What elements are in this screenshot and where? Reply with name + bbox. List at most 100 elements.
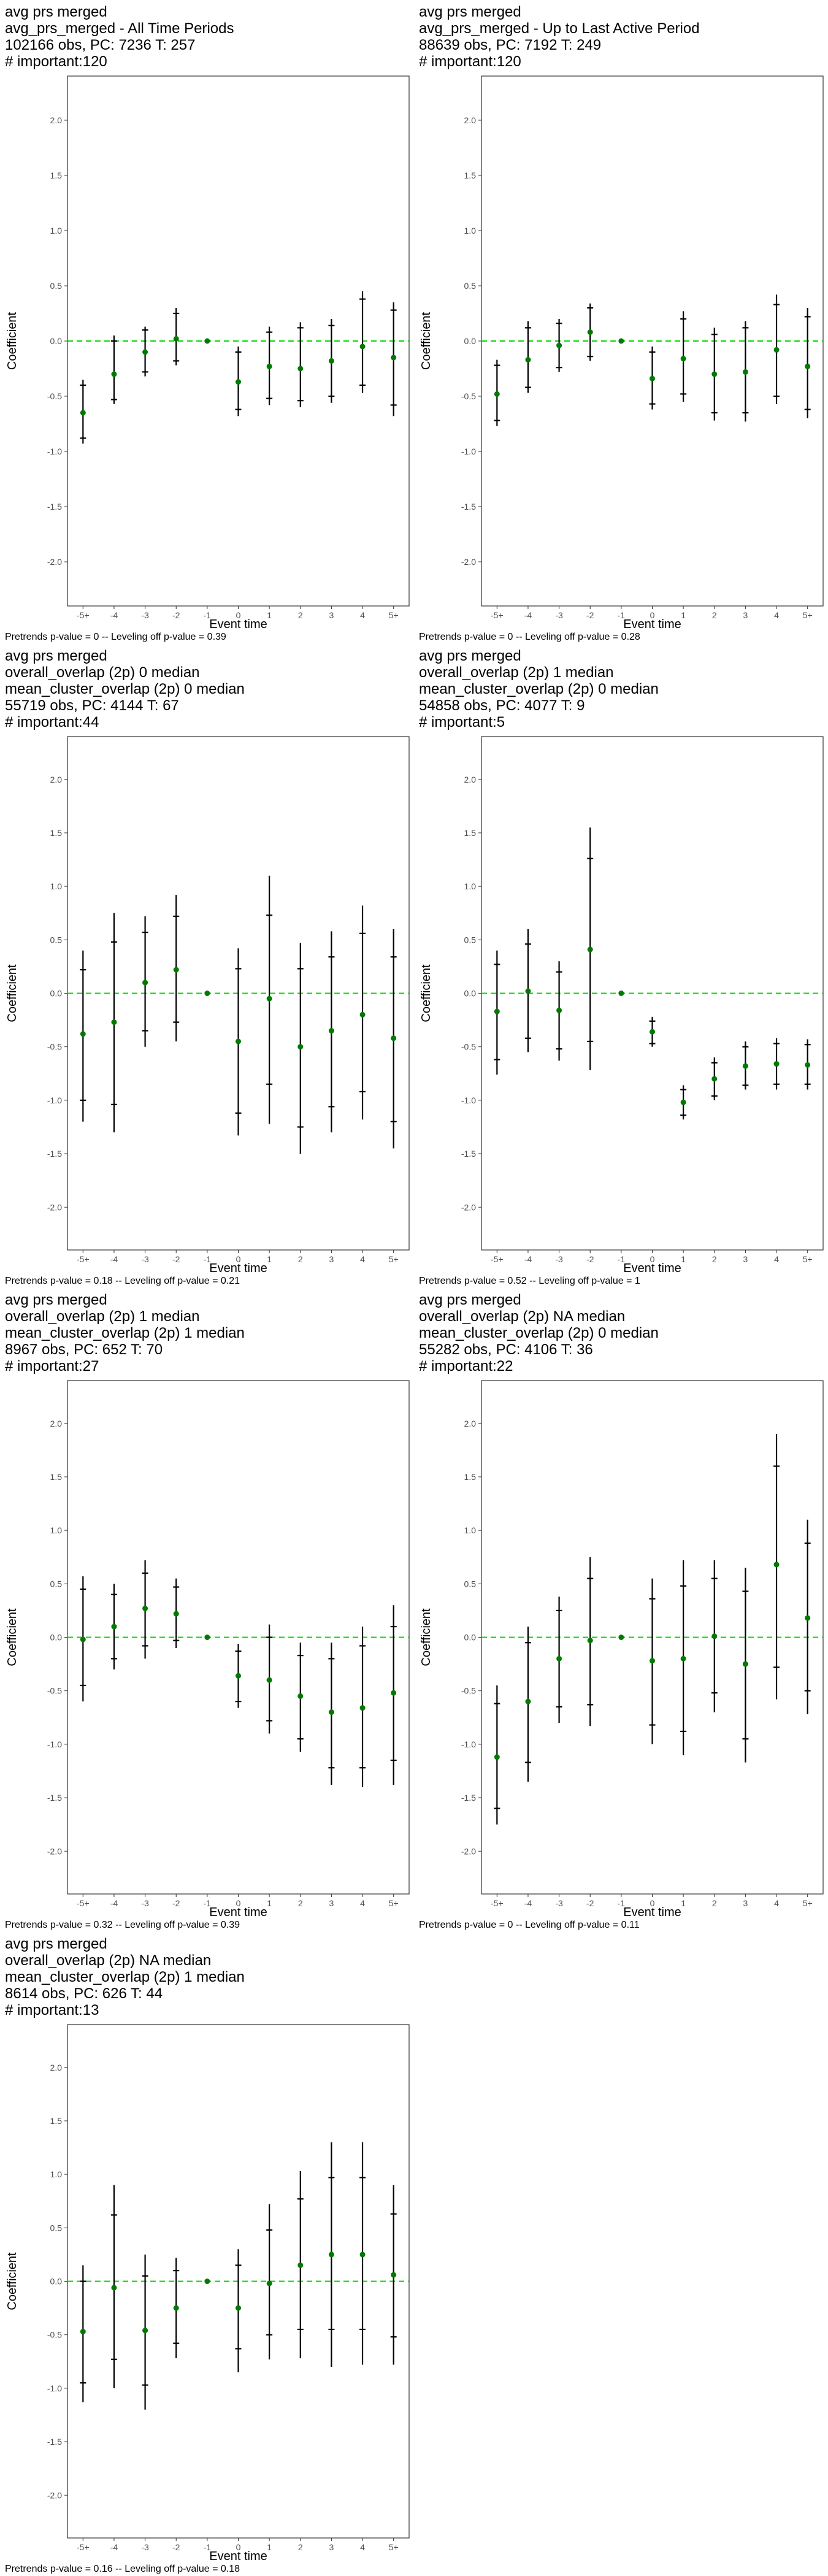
chart-title-line: # important:120 [419, 53, 521, 70]
y-tick-label: 1.0 [464, 881, 477, 891]
coefficient-point [711, 1633, 718, 1639]
chart-title-line: # important:5 [419, 714, 505, 730]
x-tick-label: 3 [743, 610, 748, 620]
coefficient-point [204, 1635, 210, 1640]
coefficient-point [494, 1008, 500, 1014]
coefficient-point [773, 1061, 780, 1067]
coefficient-point [773, 347, 780, 353]
coefficient-point [359, 1705, 366, 1711]
coefficient-point [173, 2305, 179, 2311]
y-tick-label: 0.5 [464, 1579, 477, 1589]
chart-caption: Pretrends p-value = 0 -- Leveling off p-… [5, 632, 226, 642]
y-tick-label: -1.0 [47, 1095, 62, 1105]
x-axis-label: Event time [209, 2550, 267, 2563]
coefficient-point [236, 379, 241, 385]
x-tick-label: -3 [141, 2542, 149, 2552]
chart-caption: Pretrends p-value = 0.18 -- Leveling off… [5, 1276, 240, 1286]
chart-caption: Pretrends p-value = 0.16 -- Leveling off… [5, 2564, 240, 2574]
chart-svg: -2.0 -1.5 -1.0 -0.5 0.0 0.5 1.0 1.5 2.0 -5+ -4 -3 -2… [6, 2024, 410, 2563]
x-tick-label: 0 [650, 1898, 655, 1908]
y-tick-label: 1.5 [50, 1472, 63, 1482]
y-tick-label: 1.5 [464, 1472, 477, 1482]
x-tick-label: -1 [204, 1898, 212, 1908]
chart-title-line: 54858 obs, PC: 4077 T: 9 [419, 697, 585, 714]
x-tick-label: 3 [329, 1254, 334, 1264]
coefficient-point [80, 410, 86, 416]
x-tick-label: 0 [236, 1254, 241, 1264]
coefficient-point [266, 1677, 272, 1683]
x-axis-label: Event time [623, 1906, 681, 1919]
chart-title-line: overall_overlap (2p) NA median [419, 1308, 626, 1325]
y-tick-label: 0.0 [464, 989, 477, 999]
chart-title-line: # important:13 [5, 2002, 99, 2018]
chart-title: avg prs merged overall_overlap (2p) 1 med… [5, 1292, 245, 1374]
x-tick-label: 3 [329, 610, 334, 620]
coefficient-point [173, 335, 179, 342]
coefficient-point [328, 2252, 334, 2258]
y-tick-label: -1.5 [461, 1149, 476, 1159]
coefficient-point [618, 991, 624, 996]
coefficient-point [391, 2272, 397, 2278]
y-tick-label: -2.0 [461, 1202, 476, 1212]
coefficient-point [391, 355, 397, 361]
chart-title-line: # important:44 [5, 714, 99, 730]
coefficient-point [805, 363, 811, 369]
x-tick-label: 5+ [389, 2542, 399, 2552]
chart-title: avg prs merged avg_prs_merged - All Time … [5, 4, 234, 70]
coefficient-point [204, 338, 210, 344]
chart-caption: Pretrends p-value = 0 -- Leveling off p-… [419, 1920, 640, 1930]
coefficient-point [266, 2280, 272, 2287]
y-tick-label: 1.5 [50, 171, 63, 180]
coefficient-point [618, 1635, 624, 1640]
coefficient-point [618, 338, 624, 344]
x-tick-label: -5+ [491, 1898, 504, 1908]
coefficient-point [236, 1038, 241, 1045]
coefficient-point [266, 363, 272, 369]
coefficient-point [297, 1693, 304, 1699]
coefficient-point [111, 1019, 117, 1025]
coefficient-point [266, 995, 272, 1002]
chart-panel: avg prs merged overall_overlap (2p) 0 med… [0, 644, 414, 1288]
coefficient-point [525, 988, 531, 994]
y-tick-label: -0.5 [47, 391, 62, 401]
x-axis-label: Event time [623, 618, 681, 631]
x-tick-label: 5+ [803, 1898, 813, 1908]
coefficient-point [204, 991, 210, 996]
x-tick-label: -4 [110, 1898, 118, 1908]
chart-title-line: 102166 obs, PC: 7236 T: 257 [5, 37, 196, 53]
y-tick-label: 2.0 [50, 115, 63, 125]
y-tick-label: 2.0 [50, 1419, 63, 1428]
x-tick-label: -2 [586, 1898, 594, 1908]
chart-title-line: mean_cluster_overlap (2p) 0 median [419, 1325, 659, 1341]
x-tick-label: 0 [236, 610, 241, 620]
coefficient-point [111, 371, 117, 377]
x-tick-label: 1 [681, 610, 686, 620]
y-axis-label: Coefficient [420, 964, 433, 1022]
coefficient-point [494, 391, 500, 397]
x-axis-label: Event time [623, 1262, 681, 1275]
x-tick-label: -3 [141, 1254, 149, 1264]
x-axis-label: Event time [209, 618, 267, 631]
x-tick-label: 3 [329, 1898, 334, 1908]
x-tick-label: 5+ [389, 1254, 399, 1264]
y-axis-label: Coefficient [6, 1608, 19, 1666]
x-tick-label: 3 [743, 1254, 748, 1264]
x-tick-label: 1 [681, 1254, 686, 1264]
coefficient-point [173, 1611, 179, 1617]
chart-title-line: overall_overlap (2p) 1 median [419, 664, 614, 681]
y-axis-label: Coefficient [6, 312, 19, 370]
y-tick-label: 1.5 [464, 171, 477, 180]
x-tick-label: 2 [298, 2542, 303, 2552]
x-tick-label: -4 [110, 610, 118, 620]
x-tick-label: 2 [298, 1254, 303, 1264]
chart-title-line: 55719 obs, PC: 4144 T: 67 [5, 697, 179, 714]
chart-title-line: overall_overlap (2p) 1 median [5, 1308, 200, 1325]
y-tick-label: 0.0 [50, 1633, 63, 1643]
chart-title-line: 8967 obs, PC: 652 T: 70 [5, 1341, 163, 1358]
x-tick-label: -3 [141, 1898, 149, 1908]
chart-title-line: mean_cluster_overlap (2p) 0 median [419, 681, 659, 697]
x-tick-label: -1 [204, 610, 212, 620]
coefficient-point [650, 1029, 655, 1035]
y-tick-label: -1.0 [47, 1739, 62, 1749]
coefficient-point [111, 1623, 117, 1630]
